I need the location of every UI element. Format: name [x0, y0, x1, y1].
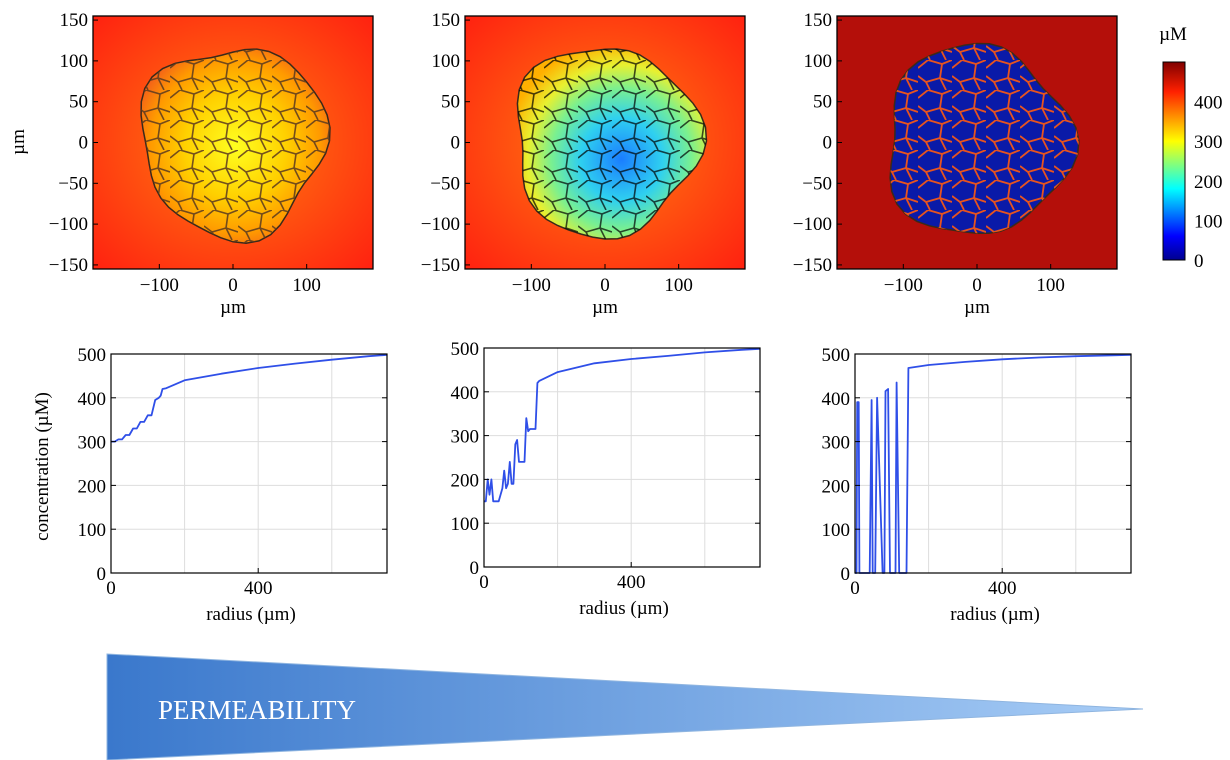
y-tick-label: −150: [793, 255, 832, 276]
x-tick-label: 0: [106, 578, 116, 599]
permeability-wedge: [106, 653, 1144, 760]
y-tick-label: 400: [78, 389, 107, 410]
x-tick-label: −100: [512, 275, 551, 296]
y-tick-label: −100: [421, 214, 460, 235]
colorbar-tick-label: 200: [1194, 172, 1223, 193]
y-tick-label: 150: [60, 10, 89, 31]
heatmap-panel-3: 150 100 50 0 −50 −100 −150 −100 0 100 µm: [793, 10, 1118, 318]
x-tick-label: 0: [479, 572, 489, 593]
y-tick-label: −150: [49, 255, 88, 276]
y-tick-label: 50: [69, 92, 88, 113]
permeability-label: PERMEABILITY: [158, 695, 356, 725]
y-tick-label: 100: [804, 51, 833, 72]
x-tick-label: 100: [1036, 275, 1065, 296]
x-tick-label: 400: [617, 572, 646, 593]
permeability-arrow: PERMEABILITY: [106, 653, 1144, 760]
y-tick-label: 400: [451, 383, 480, 404]
cell-boundaries: [517, 49, 707, 239]
line-chart-2: 0 100 200 300 400 500 0 400 radius (µm): [451, 339, 761, 619]
x-tick-label: −100: [140, 275, 179, 296]
y-tick-label: 300: [78, 433, 107, 454]
plot-frame: [854, 353, 1132, 574]
colorbar-tick-label: 400: [1194, 93, 1223, 114]
colorbar-unit: µM: [1159, 24, 1187, 45]
x-axis-label: radius (µm): [579, 598, 669, 619]
x-tick-label: 100: [292, 275, 321, 296]
y-tick-label: 200: [822, 476, 851, 497]
y-tick-label: 200: [78, 476, 107, 497]
x-axis-label: µm: [592, 297, 618, 318]
y-tick-label: 500: [78, 345, 107, 366]
y-tick-label: 500: [822, 345, 851, 366]
y-tick-label: 100: [78, 520, 107, 541]
y-tick-label: 0: [470, 558, 480, 579]
y-tick-label: 500: [451, 339, 480, 360]
concentration-series: [111, 354, 388, 443]
line-chart-1: 0 100 200 300 400 500 0 400 radius (µm) concentra…: [32, 345, 388, 625]
x-tick-label: 0: [600, 275, 610, 296]
concentration-series: [855, 354, 1132, 574]
y-tick-label: 150: [432, 10, 461, 31]
x-axis-label: radius (µm): [950, 604, 1040, 625]
x-tick-label: 400: [244, 578, 273, 599]
x-axis-label: µm: [220, 297, 246, 318]
colorbar-gradient: [1162, 61, 1186, 261]
y-tick-label: 0: [97, 564, 107, 585]
x-tick-label: 0: [972, 275, 982, 296]
y-tick-label: −50: [802, 173, 832, 194]
concentration-series: [484, 348, 761, 503]
y-tick-label: 150: [804, 10, 833, 31]
y-tick-label: 100: [432, 51, 461, 72]
line-chart-3: 0 100 200 300 400 500 0 400 radius (µm): [822, 345, 1132, 625]
cell-boundaries: [890, 43, 1079, 234]
colorbar-tick-label: 300: [1194, 132, 1223, 153]
y-axis-label: concentration (µM): [32, 392, 53, 541]
y-tick-label: 400: [822, 389, 851, 410]
x-tick-label: −100: [884, 275, 923, 296]
colorbar-tick-label: 100: [1194, 211, 1223, 232]
y-tick-label: 0: [823, 133, 833, 154]
y-tick-label: 0: [451, 133, 461, 154]
x-tick-label: 100: [664, 275, 693, 296]
y-tick-label: 300: [822, 433, 851, 454]
y-tick-label: 100: [822, 520, 851, 541]
y-tick-label: 50: [441, 92, 460, 113]
y-tick-label: 0: [79, 133, 89, 154]
colorbar-tick-label: 0: [1194, 251, 1204, 272]
plot-frame: [483, 347, 761, 568]
y-tick-label: −50: [430, 173, 460, 194]
y-tick-label: −150: [421, 255, 460, 276]
y-tick-label: −50: [58, 173, 88, 194]
y-tick-label: 100: [451, 514, 480, 535]
cell-boundaries: [141, 49, 330, 244]
x-axis-label: µm: [964, 297, 990, 318]
x-axis-label: radius (µm): [206, 604, 296, 625]
y-tick-label: 50: [813, 92, 832, 113]
heatmap-panel-1: 150 100 50 0 −50 −100 −150 −100 0 100 µm: [49, 10, 374, 318]
y-tick-label: −100: [49, 214, 88, 235]
plot-frame: [110, 353, 388, 574]
y-tick-label: 100: [60, 51, 89, 72]
colorbar: µM 400 300 200 100 0: [1159, 24, 1222, 272]
y-tick-label: 0: [841, 564, 851, 585]
y-tick-label: 200: [451, 470, 480, 491]
x-tick-label: 0: [850, 578, 860, 599]
x-tick-label: 0: [228, 275, 238, 296]
x-tick-label: 400: [988, 578, 1017, 599]
y-tick-label: 300: [451, 427, 480, 448]
heatmap-y-axis-label: µm: [8, 129, 29, 155]
y-tick-label: −100: [793, 214, 832, 235]
heatmap-panel-2: 150 100 50 0 −50 −100 −150 −100 0 100 µm: [421, 10, 746, 318]
